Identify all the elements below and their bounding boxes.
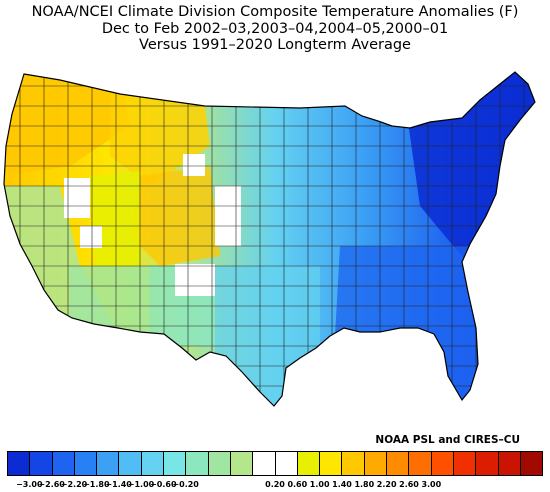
legend-swatch xyxy=(119,452,142,475)
missing-data-utah xyxy=(80,226,102,248)
legend-tick-label: 2.60 xyxy=(399,480,419,489)
legend-swatch xyxy=(74,452,98,475)
legend-swatch xyxy=(498,452,521,475)
legend-tick-label: 1.40 xyxy=(332,480,352,489)
legend-swatch xyxy=(409,452,432,475)
legend-swatch xyxy=(275,452,298,475)
legend-tick-label: 3.00 xyxy=(421,480,442,489)
title-block: NOAA/NCEI Climate Division Composite Tem… xyxy=(0,4,550,54)
map-credit: NOAA PSL and CIRES–CU xyxy=(375,434,520,446)
legend-tick-label: 1.80 xyxy=(354,480,375,489)
missing-data-colorado xyxy=(175,264,215,296)
legend-swatch xyxy=(476,452,499,475)
missing-data-kansas xyxy=(215,186,241,246)
map-title: NOAA/NCEI Climate Division Composite Tem… xyxy=(31,4,519,20)
legend-swatch xyxy=(208,452,231,475)
legend-swatch xyxy=(297,452,321,475)
legend-swatch xyxy=(8,452,31,475)
legend-tick-label: 0.20 xyxy=(265,480,285,489)
legend-swatch xyxy=(230,452,254,475)
region-arizona xyxy=(70,266,150,336)
legend-tick-label: −1.00 xyxy=(127,480,155,489)
legend-tick-label: −2.20 xyxy=(60,480,88,489)
legend-tick-label: 2.20 xyxy=(376,480,397,489)
legend-tick-label: 1.00 xyxy=(309,480,330,489)
us-outline xyxy=(3,71,536,407)
legend-swatch xyxy=(164,452,187,475)
legend-swatch xyxy=(342,452,365,475)
legend-swatch xyxy=(253,452,276,475)
map-subtitle-seasons: Dec to Feb 2002–03,2003–04,2004–05,2000–… xyxy=(101,20,449,37)
legend-tick-label: −1.80 xyxy=(83,480,110,489)
region-pacific-northwest xyxy=(4,72,130,176)
legend-swatch xyxy=(387,452,410,475)
color-legend-bar xyxy=(7,451,543,476)
legend-tick-label: −2.60 xyxy=(38,480,65,489)
legend-swatch xyxy=(453,452,477,475)
legend-swatch xyxy=(30,452,53,475)
map-subtitle-baseline: Versus 1991–2020 Longterm Average xyxy=(139,37,411,53)
legend-tick-label: 0.60 xyxy=(287,480,308,489)
legend-swatch xyxy=(320,452,343,475)
legend-swatch xyxy=(364,452,388,475)
us-anomaly-map xyxy=(3,71,536,407)
legend-swatch xyxy=(520,452,543,475)
region-central-rockies xyxy=(130,166,220,266)
legend-swatch xyxy=(52,452,75,475)
legend-tick-label: −3.00 xyxy=(16,480,43,489)
legend-tick-label: −0.60 xyxy=(150,480,177,489)
map-fill xyxy=(4,72,535,406)
missing-data-nevada xyxy=(64,178,90,218)
color-legend-ticks: −3.00 −2.60 −2.20 −1.80 −1.40 −1.00 −0.60 −0.20… xyxy=(7,480,543,492)
region-utah xyxy=(90,171,140,266)
legend-swatch xyxy=(186,452,209,475)
missing-data-wyoming xyxy=(183,154,205,176)
legend-tick-label: −1.40 xyxy=(105,480,132,489)
region-southeast xyxy=(330,246,480,406)
legend-swatch xyxy=(141,452,165,475)
legend-tick-label: −0.20 xyxy=(172,480,199,489)
legend-swatch xyxy=(431,452,454,475)
legend-swatch xyxy=(97,452,120,475)
